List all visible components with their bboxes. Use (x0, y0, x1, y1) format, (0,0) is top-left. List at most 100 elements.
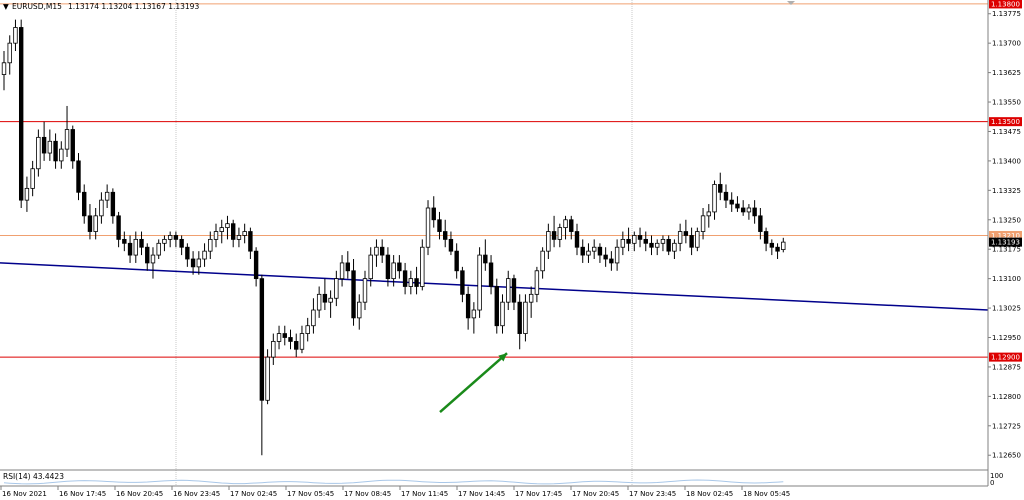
chart-title-arrow[interactable]: ▼ (3, 2, 9, 11)
trendline-segment[interactable] (0, 262, 989, 311)
candle-body (500, 301, 505, 327)
candle-body (551, 231, 557, 240)
candle (374, 239, 379, 267)
candle-body (431, 207, 436, 221)
candle (769, 239, 775, 256)
candle (488, 255, 494, 295)
candle-body (425, 207, 431, 248)
candle (316, 286, 322, 318)
candle (104, 184, 110, 208)
candle (145, 243, 150, 271)
time-tick-label: 17 Nov 02:45 (230, 490, 277, 498)
candle-body (706, 211, 711, 217)
candle (677, 223, 683, 252)
candle-body (758, 215, 763, 232)
candle (322, 278, 328, 311)
arrow-shaft[interactable] (439, 352, 508, 413)
candle-body (775, 246, 780, 252)
candle (448, 231, 454, 256)
candle (76, 153, 81, 201)
candle-body (443, 231, 448, 240)
candle (185, 243, 190, 267)
candle (225, 215, 230, 240)
candle-body (563, 219, 568, 229)
candle (236, 227, 242, 248)
candle-body (322, 293, 328, 303)
candle (660, 235, 666, 252)
candle (477, 247, 482, 318)
candle-body (70, 129, 75, 162)
trendline[interactable] (0, 262, 989, 311)
candle (546, 223, 551, 260)
candle-body (248, 231, 253, 252)
price-tag-box (989, 0, 1022, 9)
candle (689, 227, 694, 256)
candle-body (339, 262, 345, 280)
candle (167, 231, 173, 248)
candle (64, 105, 70, 157)
candle (196, 251, 202, 275)
candle (47, 129, 53, 161)
candle (700, 207, 706, 240)
candle (110, 188, 116, 224)
candle (632, 231, 637, 252)
candle-body (185, 246, 190, 260)
candle-body (637, 235, 643, 240)
candle-body (59, 148, 64, 162)
candle (706, 204, 711, 228)
candle-body (24, 187, 30, 201)
candle (299, 325, 305, 354)
candle (173, 231, 179, 248)
candle (1, 51, 7, 91)
price-tick-label: 1.13400 (992, 157, 1021, 165)
candle (534, 266, 540, 303)
candle-body (729, 199, 734, 205)
candle (540, 247, 545, 279)
candle (156, 239, 161, 260)
arrow-head-icon[interactable] (498, 353, 507, 362)
price-tick-label: 1.13250 (992, 216, 1021, 224)
candle (517, 294, 522, 350)
candle (574, 223, 580, 256)
candle-body (735, 203, 740, 209)
scroll-marker-icon[interactable] (787, 1, 795, 5)
candle (643, 231, 648, 252)
candle (425, 200, 431, 256)
candle-body (271, 341, 276, 358)
candle-body (351, 270, 356, 319)
price-tag-label: 1.13193 (991, 239, 1020, 247)
arrow-annotation[interactable] (439, 352, 508, 413)
candle (82, 184, 87, 224)
candle-body (769, 242, 775, 248)
price-tick-label: 1.13550 (992, 99, 1021, 107)
candle (53, 133, 58, 169)
candle (712, 180, 717, 220)
candle (397, 255, 402, 279)
candle (408, 270, 414, 295)
candle-body (448, 238, 454, 252)
candle-body (414, 278, 419, 287)
price-tick-label: 1.13475 (992, 128, 1021, 136)
candle (276, 325, 282, 350)
candle (740, 200, 746, 216)
candle-body (632, 235, 637, 244)
price-tick-label: 1.13100 (992, 275, 1021, 283)
candle-body (316, 293, 322, 311)
candle-body (190, 258, 196, 268)
candle-body (362, 278, 368, 303)
time-tick-label: 17 Nov 08:45 (344, 490, 391, 498)
price-tick-label: 1.12650 (992, 452, 1021, 460)
candle-body (127, 242, 133, 256)
candle (626, 227, 631, 252)
candle (620, 231, 626, 256)
candle (666, 235, 671, 256)
candle (334, 270, 339, 307)
candle-body (311, 309, 316, 327)
candle (420, 239, 425, 291)
candle-body (116, 215, 121, 240)
candle (230, 219, 236, 248)
candle-body (173, 235, 179, 240)
